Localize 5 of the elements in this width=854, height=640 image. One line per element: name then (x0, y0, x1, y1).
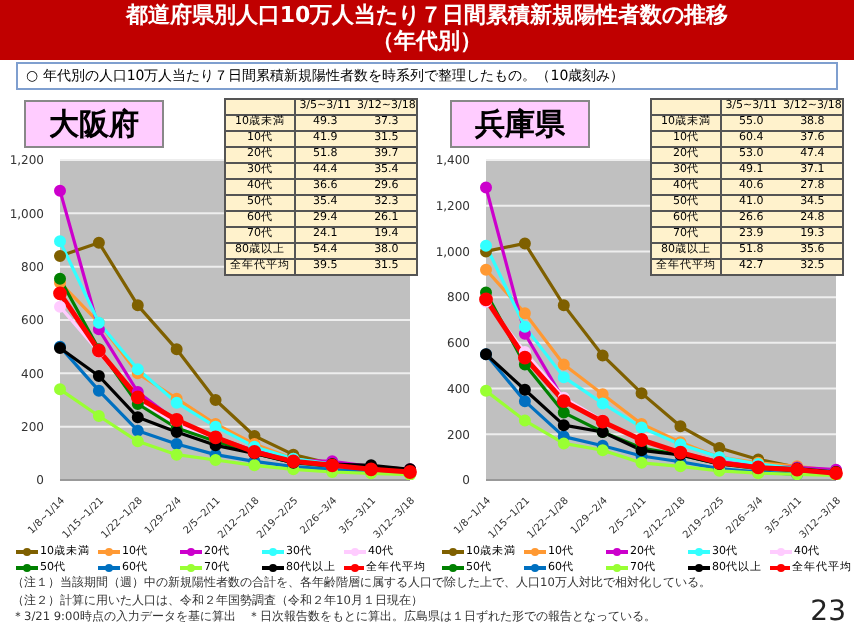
chart-title: 大阪府 (24, 100, 164, 148)
text: 都道府県別人口10万人当たり７日間累積新規陽性者数の推移 (123, 2, 731, 28)
chart-title: 兵庫県 (450, 100, 590, 148)
text: （年代別） (370, 28, 484, 54)
text: 23 (810, 596, 846, 628)
